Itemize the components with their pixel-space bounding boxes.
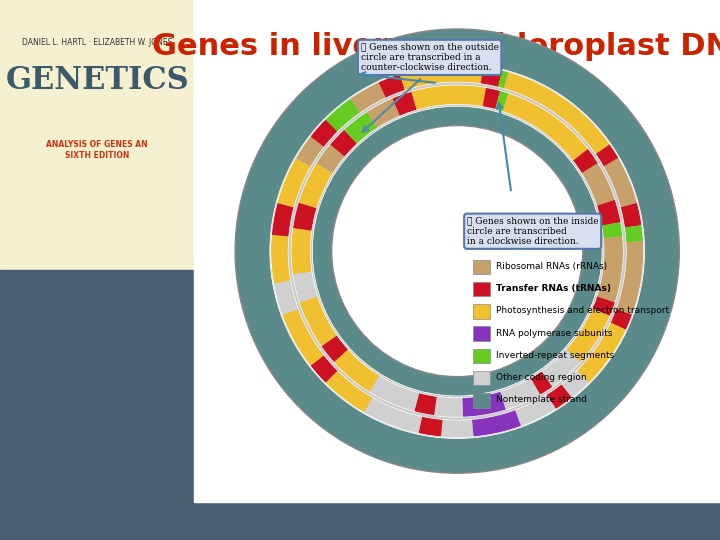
Polygon shape <box>597 237 624 302</box>
Polygon shape <box>595 144 618 167</box>
Text: Transfer RNAs (tRNAs): Transfer RNAs (tRNAs) <box>496 284 611 293</box>
Polygon shape <box>577 322 626 383</box>
Polygon shape <box>316 144 345 173</box>
Text: GENETICS: GENETICS <box>5 65 189 96</box>
Polygon shape <box>624 225 644 242</box>
FancyBboxPatch shape <box>472 260 490 274</box>
Polygon shape <box>462 392 505 417</box>
Polygon shape <box>330 130 357 157</box>
FancyBboxPatch shape <box>472 371 490 386</box>
Bar <box>0 270 720 540</box>
Polygon shape <box>611 309 632 330</box>
Polygon shape <box>274 280 298 315</box>
Polygon shape <box>418 416 443 437</box>
Polygon shape <box>593 296 615 316</box>
Text: ② Genes shown on the outside
circle are transcribed in a
counter-clockwise direc: ② Genes shown on the outside circle are … <box>361 43 499 72</box>
Polygon shape <box>504 72 610 154</box>
Text: RNA polymerase subunits: RNA polymerase subunits <box>496 329 612 338</box>
Polygon shape <box>541 349 580 387</box>
Polygon shape <box>364 397 422 434</box>
Text: Other coding region: Other coding region <box>496 373 587 382</box>
Polygon shape <box>441 420 474 437</box>
Polygon shape <box>515 394 556 426</box>
Polygon shape <box>282 309 324 366</box>
Text: Ribosomal RNAs (rRNAs): Ribosomal RNAs (rRNAs) <box>496 262 607 271</box>
Polygon shape <box>457 65 483 84</box>
Polygon shape <box>344 112 377 144</box>
Polygon shape <box>495 91 508 111</box>
Polygon shape <box>366 98 400 128</box>
Polygon shape <box>573 149 598 173</box>
Polygon shape <box>271 235 291 284</box>
Polygon shape <box>562 370 589 398</box>
Polygon shape <box>481 66 503 87</box>
Polygon shape <box>277 158 311 207</box>
Text: Genes in liverwort chloroplast DNA: Genes in liverwort chloroplast DNA <box>153 32 720 62</box>
Text: Inverted-repeat segments: Inverted-repeat segments <box>496 351 614 360</box>
Polygon shape <box>300 296 337 346</box>
Polygon shape <box>298 163 333 208</box>
Polygon shape <box>482 87 500 109</box>
Polygon shape <box>293 202 317 231</box>
Polygon shape <box>379 74 405 98</box>
Polygon shape <box>472 410 521 437</box>
Text: Nontemplate strand: Nontemplate strand <box>496 395 587 404</box>
Polygon shape <box>351 82 386 113</box>
Polygon shape <box>291 228 312 274</box>
FancyBboxPatch shape <box>472 326 490 341</box>
Polygon shape <box>602 222 623 238</box>
Polygon shape <box>369 376 419 411</box>
FancyBboxPatch shape <box>472 304 490 319</box>
Polygon shape <box>334 349 379 392</box>
Polygon shape <box>616 241 644 315</box>
Polygon shape <box>567 308 610 362</box>
FancyBboxPatch shape <box>472 393 490 408</box>
Wedge shape <box>235 29 680 473</box>
Text: ANALYSIS OF GENES AN
SIXTH EDITION: ANALYSIS OF GENES AN SIXTH EDITION <box>46 140 148 160</box>
FancyBboxPatch shape <box>472 282 490 296</box>
Polygon shape <box>411 85 457 110</box>
Polygon shape <box>500 378 540 410</box>
Polygon shape <box>457 85 486 106</box>
Polygon shape <box>582 163 615 206</box>
FancyBboxPatch shape <box>472 349 490 363</box>
Polygon shape <box>597 200 621 226</box>
Wedge shape <box>312 106 602 396</box>
Bar <box>0 0 720 270</box>
Polygon shape <box>441 65 457 83</box>
Polygon shape <box>621 203 642 227</box>
Polygon shape <box>296 136 324 167</box>
Polygon shape <box>321 335 348 362</box>
Bar <box>194 0 720 502</box>
Text: Photosynthesis and electron transport: Photosynthesis and electron transport <box>496 307 669 315</box>
Polygon shape <box>603 158 637 207</box>
Polygon shape <box>546 384 572 409</box>
Polygon shape <box>400 65 443 90</box>
Polygon shape <box>271 203 294 237</box>
Text: ① Genes shown on the inside
circle are transcribed
in a clockwise direction.: ① Genes shown on the inside circle are t… <box>467 217 598 246</box>
Polygon shape <box>503 93 588 161</box>
Polygon shape <box>434 396 463 417</box>
Polygon shape <box>310 119 338 147</box>
Polygon shape <box>531 372 552 395</box>
Polygon shape <box>293 272 318 302</box>
Polygon shape <box>392 91 417 116</box>
Polygon shape <box>414 393 437 416</box>
Polygon shape <box>498 70 508 89</box>
Polygon shape <box>325 98 360 132</box>
Polygon shape <box>310 355 338 383</box>
Text: DANIEL L. HARTL · ELIZABETH W. JONES: DANIEL L. HARTL · ELIZABETH W. JONES <box>22 38 172 47</box>
Polygon shape <box>325 370 373 413</box>
Wedge shape <box>270 64 644 438</box>
